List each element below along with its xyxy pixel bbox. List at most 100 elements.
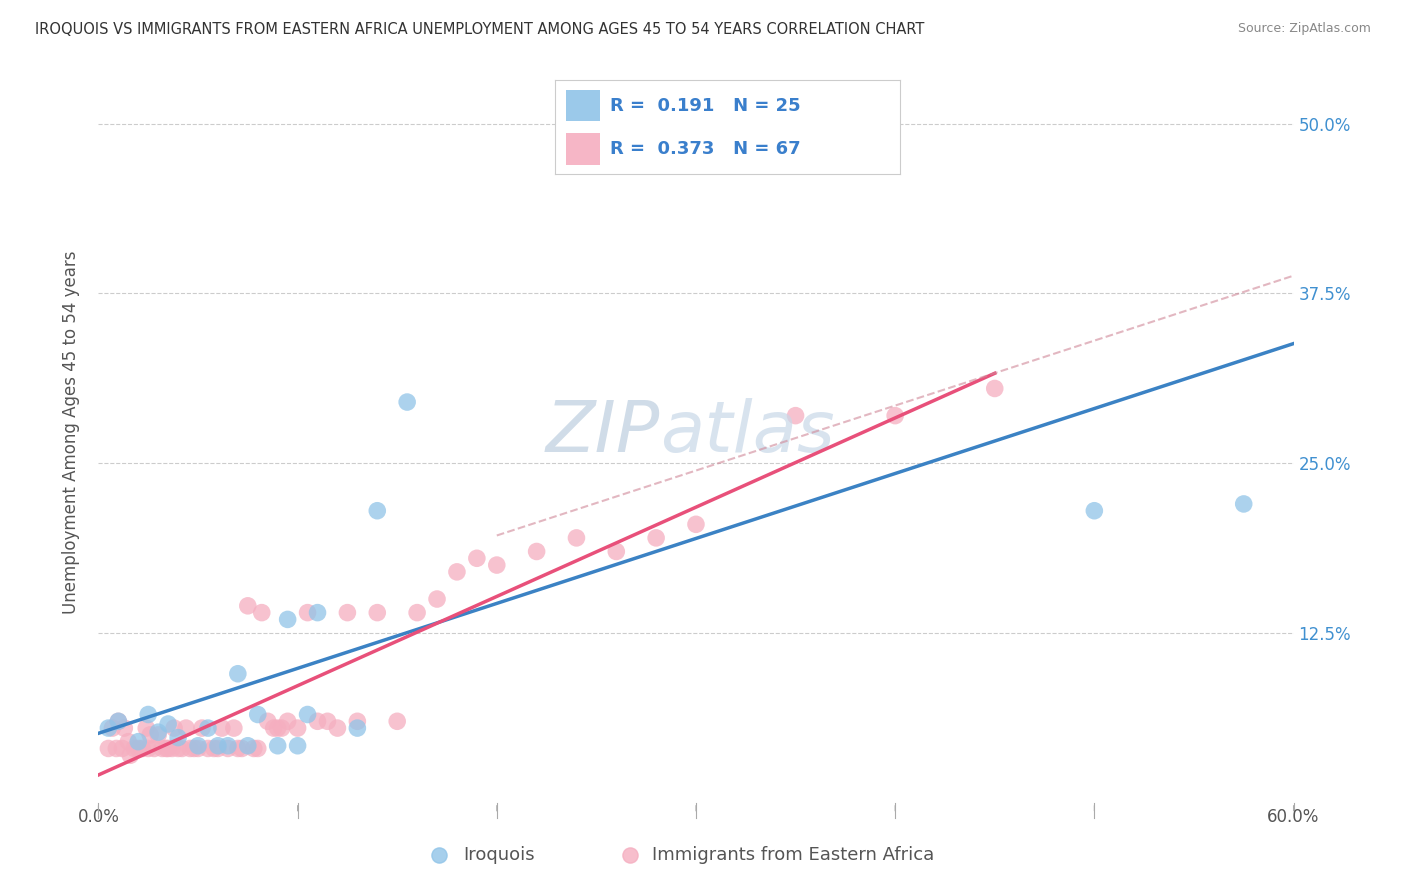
Point: [426, 592, 449, 607]
Point: [226, 741, 249, 756]
Point: [97, 741, 120, 756]
Point: [446, 565, 468, 579]
Point: [267, 739, 290, 753]
Point: [465, 551, 488, 566]
Point: [191, 721, 214, 735]
Point: [167, 741, 190, 756]
Point: [124, 741, 146, 756]
Point: [366, 504, 388, 518]
Y-axis label: Unemployment Among Ages 45 to 54 years: Unemployment Among Ages 45 to 54 years: [62, 251, 80, 615]
Point: [366, 606, 388, 620]
Point: [120, 748, 142, 763]
Point: [97, 721, 120, 735]
Text: Source: ZipAtlas.com: Source: ZipAtlas.com: [1237, 22, 1371, 36]
Bar: [565, 89, 600, 121]
Point: [785, 409, 807, 423]
Point: [207, 741, 229, 756]
Text: ZIP: ZIP: [546, 398, 661, 467]
Point: [163, 721, 186, 735]
Point: [202, 741, 225, 756]
Point: [236, 599, 259, 613]
Text: Immigrants from Eastern Africa: Immigrants from Eastern Africa: [652, 846, 934, 863]
Point: [326, 721, 349, 735]
Point: [143, 741, 166, 756]
Point: [211, 721, 233, 735]
Point: [127, 734, 149, 748]
Point: [973, 891, 995, 892]
Point: [172, 741, 194, 756]
Point: [565, 531, 588, 545]
Point: [984, 382, 1007, 396]
Point: [346, 714, 368, 729]
Point: [135, 721, 157, 735]
Point: [111, 741, 134, 756]
Point: [336, 606, 359, 620]
Text: IROQUOIS VS IMMIGRANTS FROM EASTERN AFRICA UNEMPLOYMENT AMONG AGES 45 TO 54 YEAR: IROQUOIS VS IMMIGRANTS FROM EASTERN AFRI…: [35, 22, 925, 37]
Point: [107, 714, 129, 729]
Point: [236, 739, 259, 753]
Point: [179, 741, 201, 756]
Point: [107, 714, 129, 729]
Point: [307, 606, 329, 620]
Bar: [565, 133, 600, 164]
Point: [605, 544, 627, 558]
Point: [155, 741, 177, 756]
Text: R =  0.191   N = 25: R = 0.191 N = 25: [610, 96, 801, 114]
Point: [685, 136, 707, 151]
Text: R =  0.373   N = 67: R = 0.373 N = 67: [610, 140, 801, 158]
Point: [685, 517, 707, 532]
Point: [226, 666, 249, 681]
Point: [263, 721, 285, 735]
Point: [316, 714, 339, 729]
Point: [346, 721, 368, 735]
Point: [246, 741, 269, 756]
Point: [136, 741, 159, 756]
Point: [287, 721, 309, 735]
Point: [243, 741, 266, 756]
Text: atlas: atlas: [661, 398, 835, 467]
Point: [183, 741, 205, 756]
Point: [277, 714, 299, 729]
Point: [270, 721, 292, 735]
Point: [207, 739, 229, 753]
Point: [297, 707, 319, 722]
Point: [645, 531, 668, 545]
Point: [197, 741, 219, 756]
Point: [187, 739, 209, 753]
Point: [217, 741, 239, 756]
Point: [139, 728, 162, 742]
Point: [485, 558, 508, 572]
Point: [131, 741, 153, 756]
Point: [112, 721, 135, 735]
Point: [117, 734, 139, 748]
Point: [250, 606, 273, 620]
Point: [287, 739, 309, 753]
Point: [307, 714, 329, 729]
Point: [385, 714, 409, 729]
Point: [1083, 504, 1105, 518]
Point: [157, 717, 180, 731]
Point: [1233, 497, 1256, 511]
Point: [267, 721, 290, 735]
Point: [246, 707, 269, 722]
Point: [150, 741, 173, 756]
Point: [655, 891, 678, 892]
Point: [197, 721, 219, 735]
Point: [526, 544, 548, 558]
Point: [167, 731, 190, 745]
Point: [136, 707, 159, 722]
Point: [406, 606, 429, 620]
Point: [256, 714, 278, 729]
Text: Iroquois: Iroquois: [463, 846, 534, 863]
Point: [148, 728, 170, 742]
Point: [231, 741, 253, 756]
Point: [105, 741, 128, 756]
Point: [174, 721, 197, 735]
Point: [127, 741, 149, 756]
Point: [101, 721, 124, 735]
Point: [148, 725, 170, 739]
Point: [396, 395, 419, 409]
Point: [157, 741, 180, 756]
Point: [217, 739, 239, 753]
Point: [297, 606, 319, 620]
